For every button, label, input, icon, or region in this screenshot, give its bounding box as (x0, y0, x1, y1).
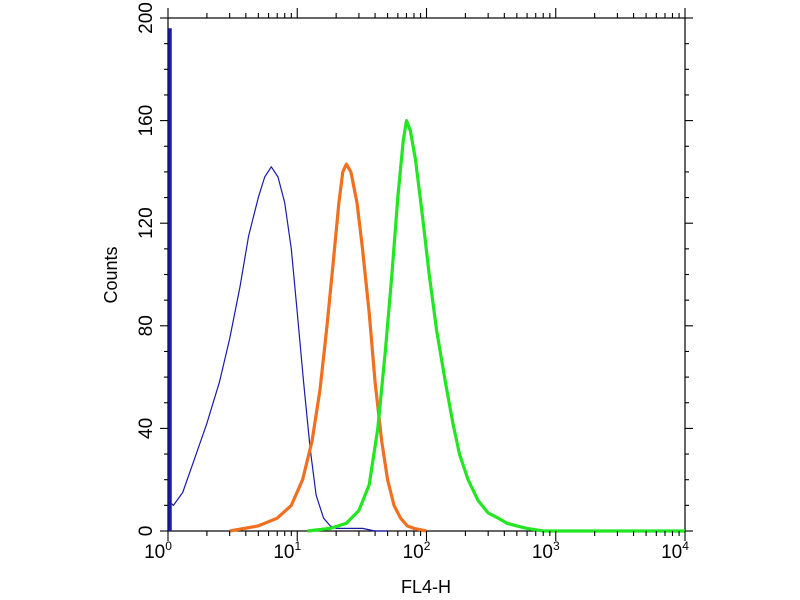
y-axis-title: Counts (101, 246, 121, 303)
series-line-1 (167, 166, 388, 532)
x-tick-label: 103 (532, 539, 560, 563)
x-tick-label: 100 (144, 539, 172, 563)
x-tick-exponent: 1 (294, 539, 301, 553)
x-tick-label: 102 (403, 539, 431, 563)
y-tick-label: 120 (136, 207, 157, 239)
plot-frame (167, 17, 686, 532)
x-tick-exponent: 0 (165, 539, 172, 553)
x-tick-exponent: 4 (682, 539, 689, 553)
series-line-3 (307, 118, 685, 533)
y-tick-label: 40 (136, 418, 157, 439)
series-layer (167, 28, 685, 533)
y-tick-label: 80 (136, 315, 157, 336)
x-tick-label: 101 (273, 539, 301, 563)
x-tick-exponent: 2 (424, 539, 431, 553)
y-tick-label: 160 (136, 105, 157, 137)
series-line-2 (229, 162, 427, 533)
y-tick-label: 200 (136, 2, 157, 34)
y-tick-label: 0 (136, 526, 157, 537)
x-tick-label: 104 (661, 539, 689, 563)
x-tick-exponent: 3 (553, 539, 560, 553)
x-axis-title: FL4-H (401, 577, 451, 597)
ticks-layer (160, 8, 693, 541)
